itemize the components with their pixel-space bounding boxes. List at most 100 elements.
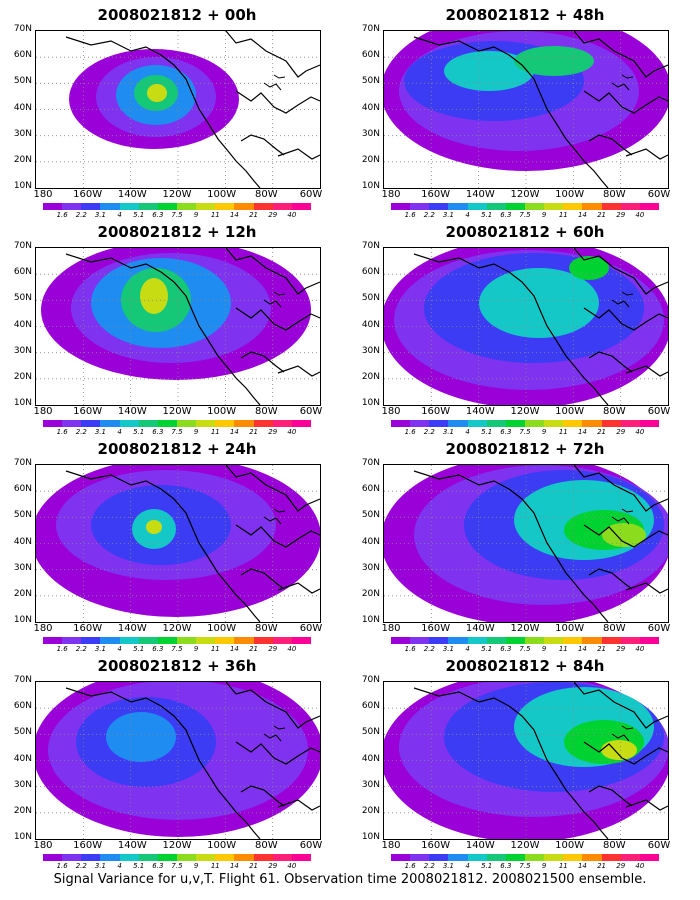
- colorbar-label: 7.5: [519, 645, 531, 653]
- longitude-label: 160W: [421, 840, 451, 851]
- colorbar-label: 14: [229, 862, 239, 870]
- colorbar-label: 21: [249, 211, 259, 219]
- longitude-label: 60W: [647, 623, 671, 634]
- colorbar-swatch: [582, 637, 603, 644]
- colorbar-label: 1.6: [404, 211, 416, 219]
- colorbar-swatch: [410, 854, 430, 861]
- latitude-label: 10N: [361, 832, 380, 842]
- colorbar-swatch: [391, 854, 411, 861]
- panel-title: 2008021812 + 84h: [445, 657, 605, 675]
- colorbar-label: 9: [541, 428, 547, 436]
- colorbar-swatch: [563, 420, 583, 427]
- colorbar-label: 6.3: [500, 428, 512, 436]
- longitude-label: 120W: [510, 623, 540, 634]
- latitude-label: 10N: [13, 398, 32, 408]
- colorbar-swatch: [544, 637, 564, 644]
- colorbar-swatch: [100, 420, 121, 427]
- colorbar-label: 11: [558, 211, 568, 219]
- latitude-label: 40N: [361, 102, 380, 113]
- variance-field: [384, 31, 668, 188]
- colorbar-swatch: [639, 854, 660, 861]
- map-panel: [35, 681, 321, 840]
- colorbar-swatch: [486, 637, 507, 644]
- colorbar-label: 1.6: [56, 862, 68, 870]
- variance-contour: [147, 84, 167, 102]
- colorbar-label: 6.3: [152, 211, 164, 219]
- colorbar-swatch: [62, 637, 82, 644]
- figure-caption: Signal Variance for u,v,T. Flight 61. Ob…: [53, 872, 647, 887]
- latitude-label: 50N: [13, 510, 32, 521]
- variance-contour: [140, 278, 168, 314]
- latitude-label: 20N: [13, 154, 32, 165]
- variance-field: [36, 31, 320, 188]
- colorbar-swatch: [429, 420, 449, 427]
- latitude-label: 50N: [361, 76, 380, 87]
- great-lakes: [263, 74, 286, 91]
- longitude-label: 80W: [603, 406, 626, 417]
- colorbar-swatch: [215, 637, 235, 644]
- colorbar-label: 5.1: [481, 428, 493, 436]
- colorbar-label: 21: [597, 645, 607, 653]
- variance-field: [384, 682, 668, 839]
- colorbar-label: 29: [268, 428, 278, 436]
- colorbar-swatch: [100, 203, 121, 210]
- colorbar-swatch: [291, 637, 312, 644]
- colorbar-label: 14: [577, 428, 587, 436]
- panel-title: 2008021812 + 72h: [445, 440, 605, 458]
- latitude-label: 30N: [361, 562, 380, 573]
- colorbar-swatch: [505, 203, 526, 210]
- colorbar-label: 1.6: [404, 428, 416, 436]
- colorbar-swatch: [620, 854, 641, 861]
- colorbar-label: 9: [541, 862, 547, 870]
- colorbar-swatch: [81, 203, 101, 210]
- colorbar-label: 2.2: [75, 428, 87, 436]
- colorbar-swatch: [544, 854, 564, 861]
- latitude-label: 10N: [13, 181, 32, 191]
- colorbar-swatch: [620, 420, 641, 427]
- colorbar-label: 7.5: [519, 428, 531, 436]
- colorbar-swatch: [272, 420, 293, 427]
- longitude-label: 160W: [73, 840, 103, 851]
- latitude-label: 70N: [361, 675, 380, 685]
- colorbar-label: 29: [268, 211, 278, 219]
- colorbar-swatch: [582, 203, 603, 210]
- colorbar-label: 9: [193, 428, 199, 436]
- longitude-label: 120W: [510, 189, 540, 200]
- colorbar-label: 4: [117, 645, 122, 653]
- colorbar-swatch: [391, 203, 411, 210]
- coastline: [413, 465, 668, 622]
- colorbar-label: 40: [287, 645, 297, 653]
- colorbar-label: 3.1: [94, 428, 106, 436]
- colorbar-swatch: [525, 203, 545, 210]
- map-panel: [383, 681, 669, 840]
- colorbar-label: 5.1: [481, 211, 493, 219]
- latitude-label: 60N: [361, 701, 380, 712]
- longitude-label: 60W: [299, 406, 323, 417]
- latitude-label: 60N: [361, 267, 380, 278]
- colorbar-swatch: [563, 854, 583, 861]
- colorbar-swatch: [272, 637, 293, 644]
- colorbar-label: 40: [287, 211, 297, 219]
- colorbar-swatch: [639, 203, 660, 210]
- latitude-label: 30N: [13, 345, 32, 356]
- latitude-label: 70N: [13, 675, 32, 685]
- colorbar-swatch: [448, 854, 469, 861]
- longitude-label: 80W: [255, 189, 278, 200]
- colorbar-label: 29: [268, 645, 278, 653]
- latitude-label: 20N: [361, 588, 380, 599]
- colorbar-swatch: [234, 203, 255, 210]
- latitude-label: 50N: [13, 293, 32, 304]
- colorbar-swatch: [81, 854, 101, 861]
- colorbar-label: 29: [616, 862, 626, 870]
- variance-field: [36, 465, 320, 622]
- colorbar-swatch: [138, 203, 159, 210]
- colorbar-label: 40: [635, 428, 645, 436]
- colorbar-label: 2.2: [423, 211, 435, 219]
- great-lakes: [611, 508, 634, 525]
- longitude-label: 120W: [162, 840, 192, 851]
- variance-contour: [146, 520, 162, 534]
- longitude-label: 160W: [73, 189, 103, 200]
- colorbar-label: 3.1: [442, 428, 454, 436]
- colorbar-swatch: [43, 637, 63, 644]
- colorbar-swatch: [253, 637, 274, 644]
